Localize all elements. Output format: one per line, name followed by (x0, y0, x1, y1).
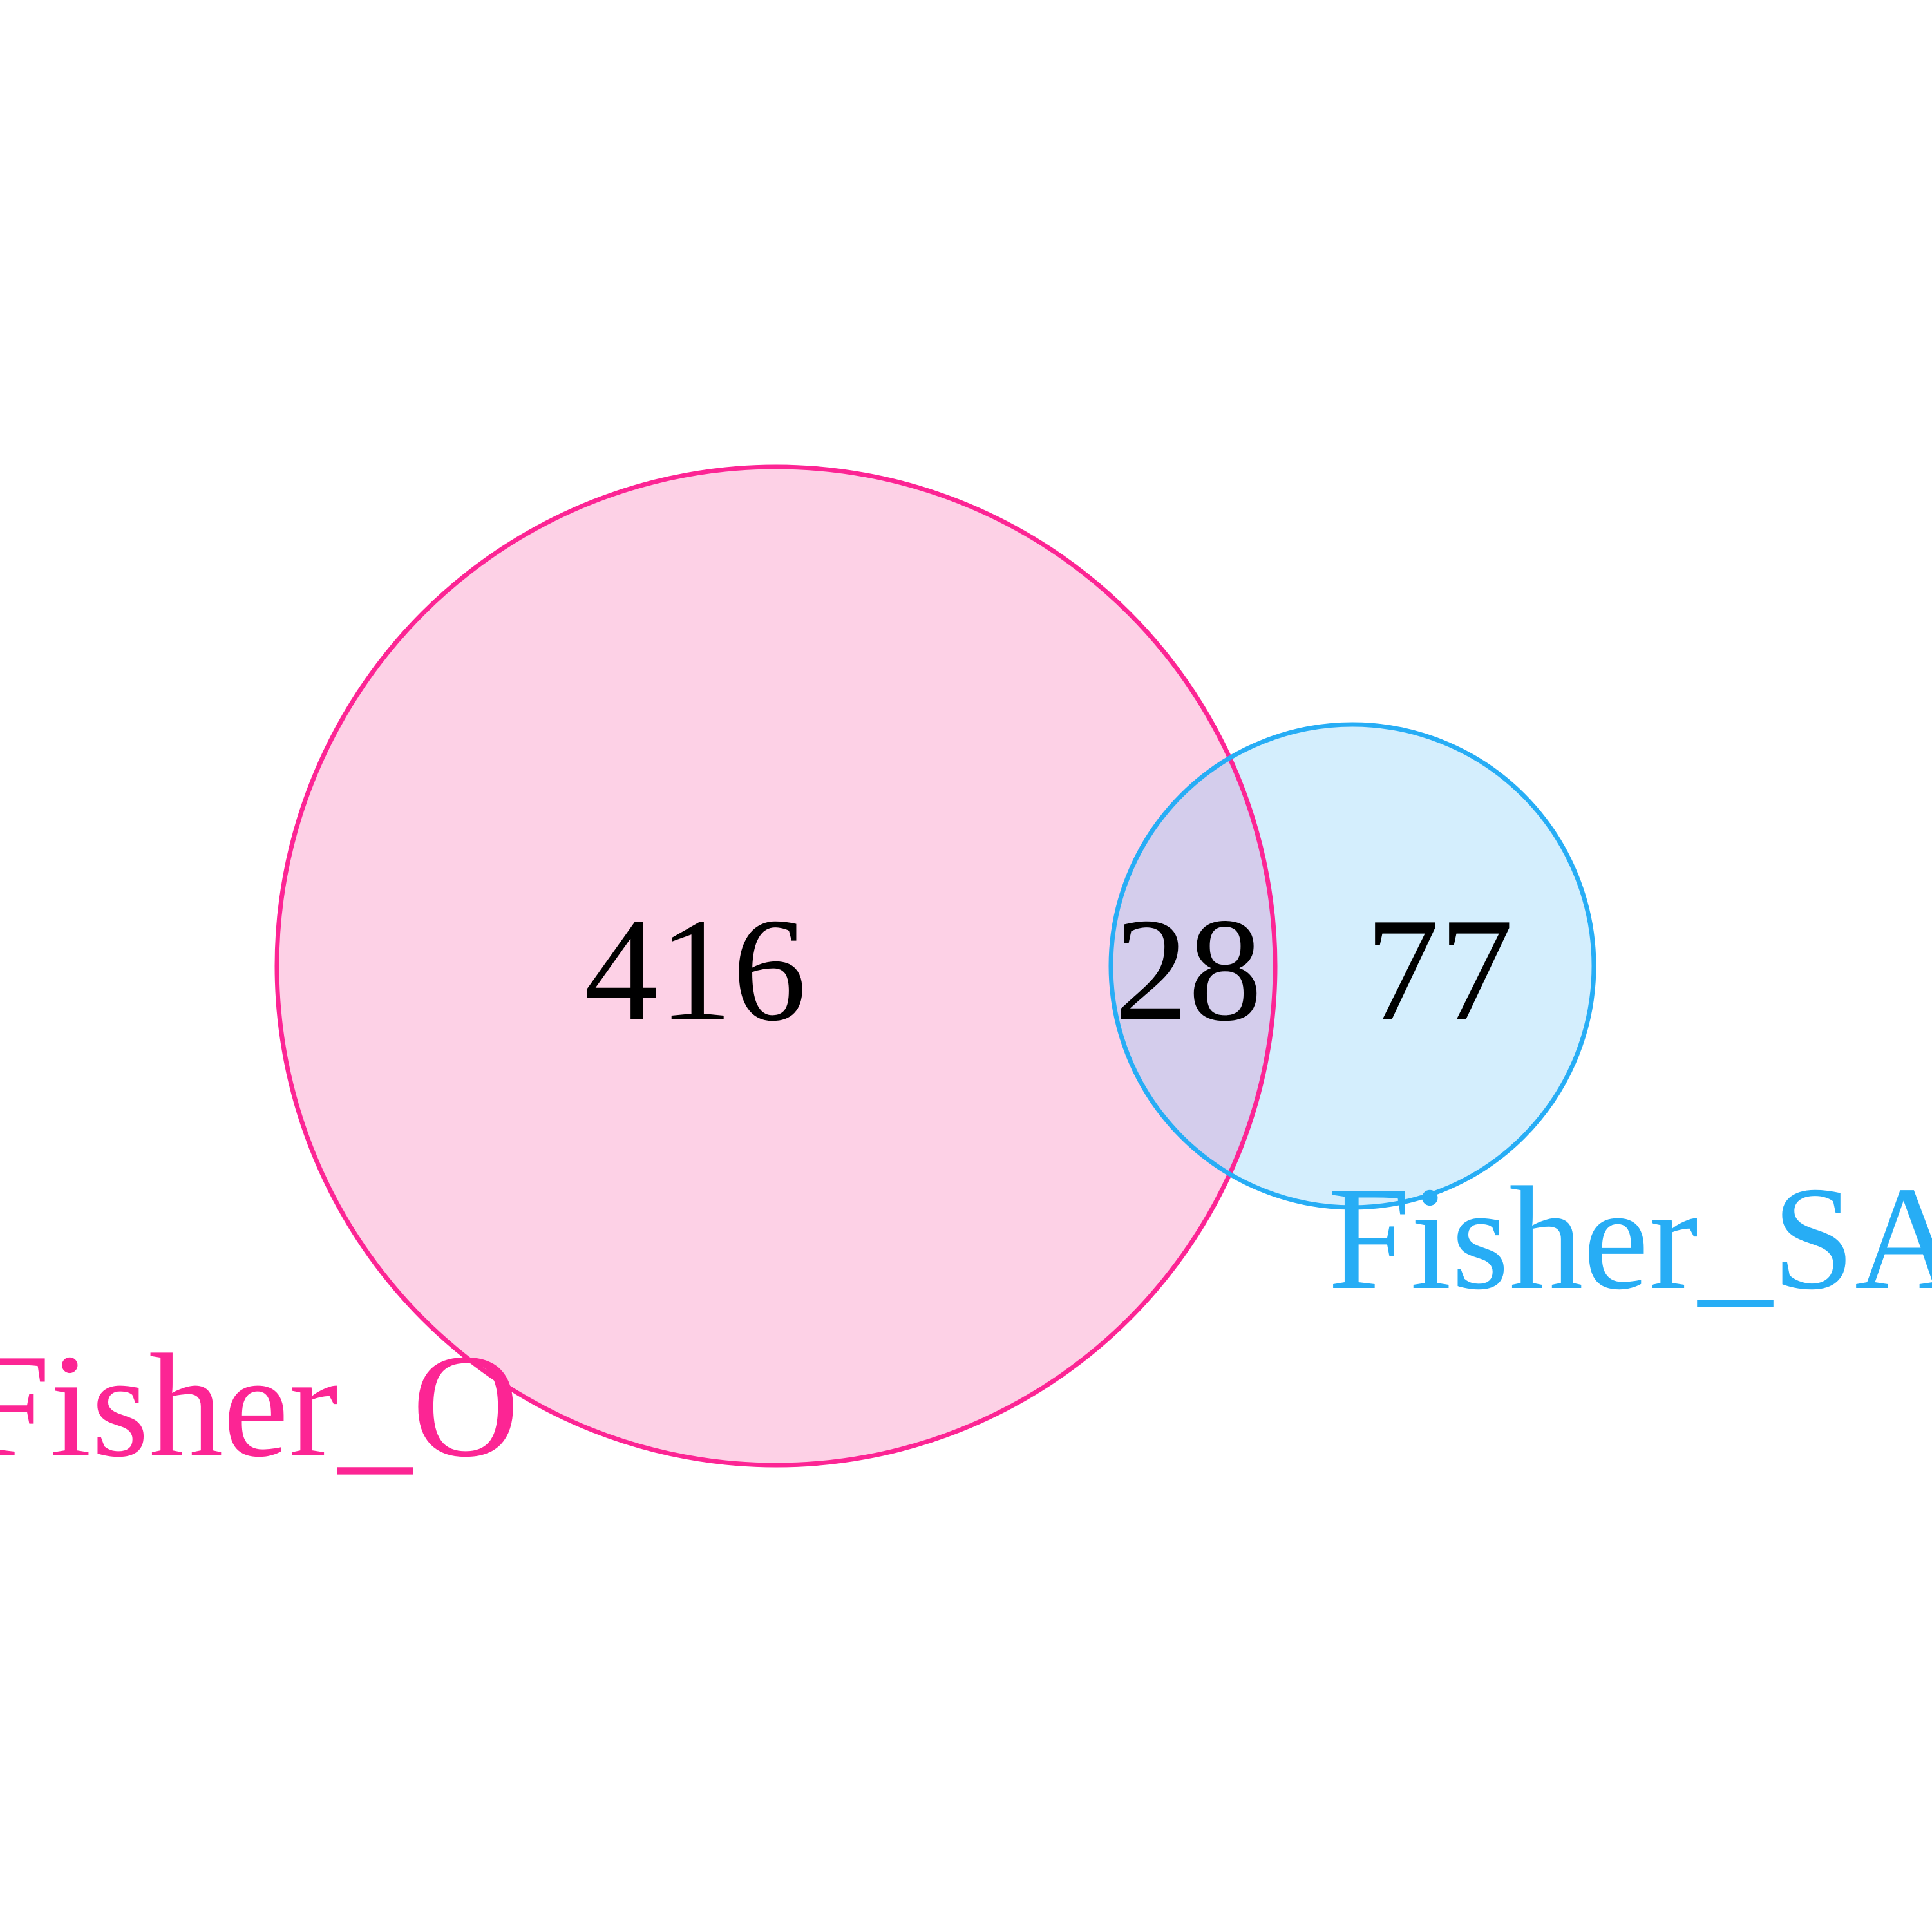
set-a-outline (274, 464, 1278, 1468)
set-b-only-count: 77 (1365, 887, 1513, 1052)
set-a-only-count: 416 (585, 887, 807, 1052)
overlap-count: 28 (1114, 887, 1262, 1052)
set-b-outline (1108, 722, 1596, 1210)
overlap-fill (1111, 724, 1275, 1208)
set-a-fill (277, 467, 1275, 1465)
set-b-label: Fisher_SA (1328, 1156, 1932, 1320)
set-a-label: Fisher_O (0, 1323, 519, 1488)
